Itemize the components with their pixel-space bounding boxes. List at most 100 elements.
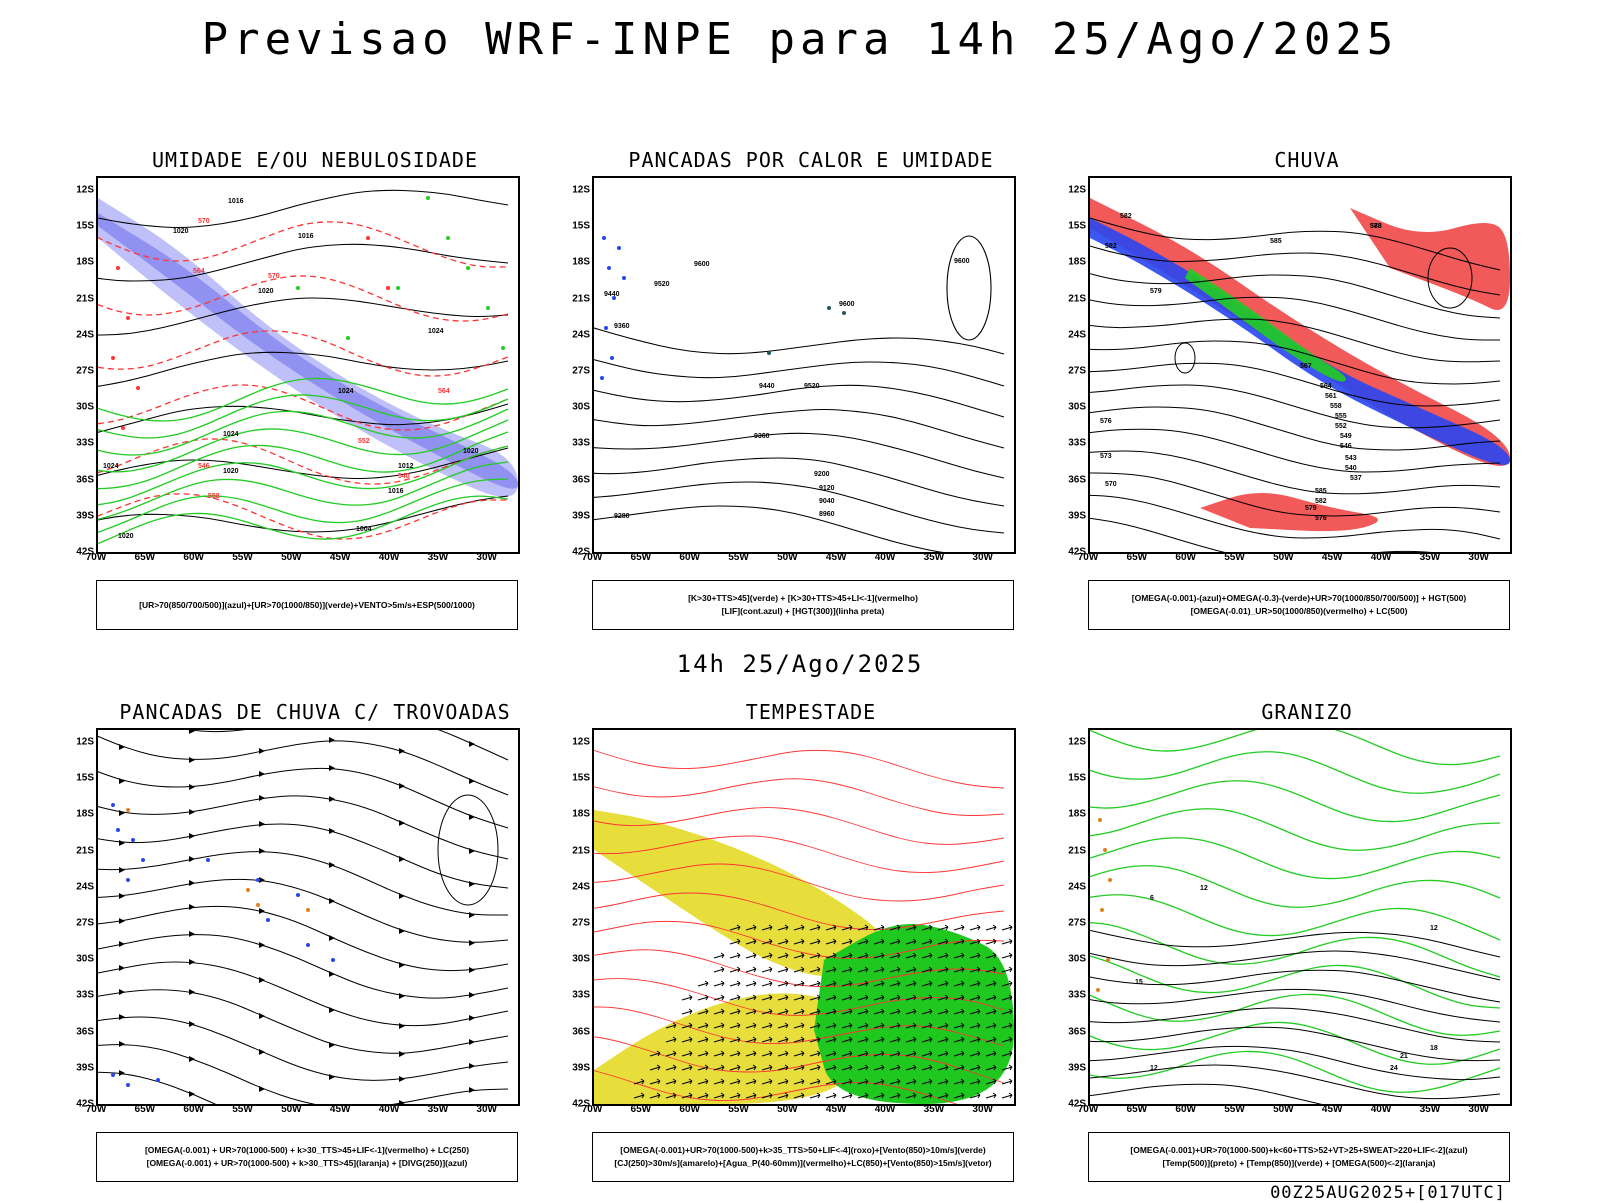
wind-arrow [761,1008,773,1015]
legend-box: [OMEGA(-0.001)+UR>70(1000-500)+k>35_TTS>… [592,1132,1014,1182]
wind-arrow [633,1078,645,1085]
dot [156,1078,160,1082]
contour [98,243,509,282]
contour [98,275,509,322]
arrow-head [259,942,265,948]
arrow-head [189,904,195,910]
wind-arrow [729,1008,741,1015]
wind-arrow [1001,952,1013,959]
contour-label: 12 [1430,925,1438,932]
contour-label: 537 [1350,475,1362,482]
dot [426,196,430,200]
wind-arrow [889,952,901,959]
wind-arrow [729,952,741,959]
wind-arrow [745,1036,757,1043]
contour [98,438,509,485]
wind-arrow [889,1050,901,1057]
wind-arrow [921,938,933,945]
wind-arrow [697,1050,709,1057]
contour [594,505,944,552]
contour-label: 9600 [954,258,970,265]
lat-tick-label: 12S [572,736,590,748]
contour-labels: 5825885855825795765735705675645615585555… [1100,213,1382,522]
divergence-blue [111,803,335,1087]
lat-tick-label: 18S [1068,256,1086,268]
wind-arrow [841,1050,853,1057]
wind-arrow [905,938,917,945]
contour-label: 543 [1345,455,1357,462]
contour-label: 1016 [298,233,314,240]
dot [126,316,130,320]
contour [1090,950,1501,981]
contour-label: 9040 [819,498,835,505]
red-dots [111,236,390,430]
wind-arrow [969,1078,981,1085]
contour [98,445,509,506]
contour-label: 1012 [398,463,414,470]
wind-arrow [921,1036,933,1043]
contour-label: 576 [1100,418,1112,425]
arrow-head [189,757,195,763]
wind-arrow [681,1078,693,1085]
lon-tick-label: 50W [777,1104,798,1115]
contour [594,978,1005,1016]
contour [98,493,508,540]
lat-axis: 12S 15S 18S 21S 24S 27S 30S 33S 36S 39S 42S [1058,176,1086,558]
arrow-head [189,931,195,937]
contour-label: 24 [1390,1065,1398,1072]
contour-label: 582 [1315,498,1327,505]
lat-tick-label: 24S [1068,881,1086,893]
contour-label: 540 [1345,465,1357,472]
wind-arrow [777,980,789,987]
lon-axis: 70W 65W 60W 55W 50W 45W 40W 35W 30W [1078,552,1512,566]
contour [1090,993,1501,1036]
dot [126,808,130,812]
dot [346,336,350,340]
wind-arrow [809,952,821,959]
wind-arrow [825,1064,837,1071]
lat-tick-label: 21S [1068,845,1086,857]
contour [98,377,509,422]
contour-label: 1024 [338,388,354,395]
wind-arrow [921,966,933,973]
arrow-head [399,928,405,934]
wind-arrow [921,1078,933,1085]
contour [1090,1064,1501,1100]
wind-arrow [697,994,709,1001]
contour-labels: 1016 1020 1016 1020 1024 1024 1020 1024 1020 1016… [103,198,479,540]
wind-arrow [953,1022,965,1029]
lon-tick-label: 50W [1273,552,1294,563]
contour-label: 15 [1135,979,1143,986]
wind-arrow [937,1050,949,1057]
wind-arrow [745,952,757,959]
contour-label: 582 [1120,213,1132,220]
wind-arrow [713,1036,725,1043]
wind-arrow [729,1036,741,1043]
lat-tick-label: 30S [572,953,590,965]
wind-arrow [729,938,741,945]
wind-arrow [697,1092,709,1099]
wind-arrow [809,980,821,987]
arrow-head [259,821,265,827]
map-pancadas-calor: 9600 9600 9520 9440 9360 9600 9520 9440 9360 9200… [592,176,1016,554]
wind-arrow [713,952,725,959]
wind-arrow [953,924,965,931]
arrow-head [329,828,335,834]
lat-tick-label: 18S [572,256,590,268]
arrow-head [469,1087,475,1093]
arrow-head [189,856,195,862]
wind-arrow [953,966,965,973]
contour-label: 9200 [814,471,830,478]
contour-label: 585 [1315,488,1327,495]
lat-tick-label: 42S [1068,1098,1086,1110]
streamline [98,1016,509,1081]
contour [1090,217,1501,271]
wind-arrow [777,952,789,959]
map-umidade: 1016 1020 1016 1020 1024 1024 1020 1024 1020 1016… [96,176,520,554]
lat-tick-label: 18S [572,808,590,820]
contour-label: 9600 [839,301,855,308]
arrow-head [399,1051,405,1057]
wind-arrow [1001,1022,1013,1029]
contour-label: 582 [1105,243,1117,250]
dot [1100,908,1104,912]
